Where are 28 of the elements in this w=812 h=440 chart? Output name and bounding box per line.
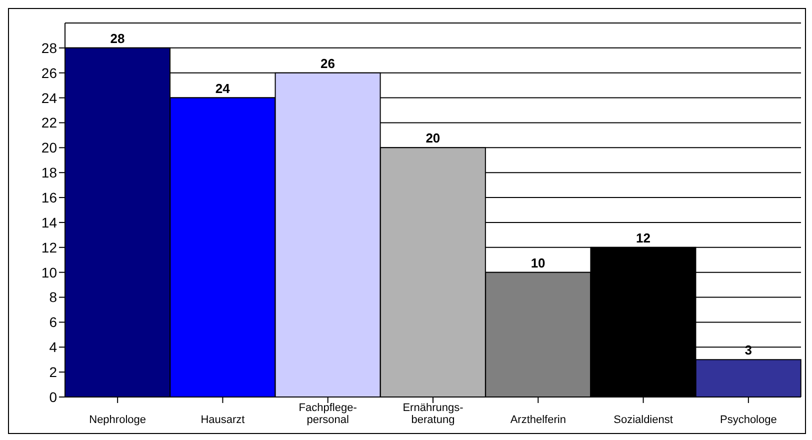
y-tick-label: 20 bbox=[41, 140, 58, 156]
y-tick-label: 2 bbox=[49, 364, 58, 380]
x-tick-label: Fachpflege-personal bbox=[298, 402, 358, 426]
x-tick-label: Nephrologe bbox=[89, 414, 146, 426]
x-tick-label: Hausarzt bbox=[200, 414, 245, 426]
data-label: 26 bbox=[320, 56, 336, 71]
data-label: 10 bbox=[530, 255, 546, 270]
y-tick-label: 18 bbox=[41, 164, 58, 181]
y-tick-label: 28 bbox=[41, 40, 58, 56]
y-tick-label: 14 bbox=[41, 214, 58, 230]
y-tick-label: 12 bbox=[41, 239, 58, 256]
data-label: 12 bbox=[636, 230, 650, 246]
x-tick-label: Arzthelferin bbox=[510, 414, 566, 426]
x-tick-label: Ernährungs-beratung bbox=[402, 402, 464, 426]
data-label: 28 bbox=[110, 30, 125, 46]
y-tick-label: 6 bbox=[49, 314, 58, 330]
x-tick-label: Psychologe bbox=[720, 414, 777, 426]
data-label: 20 bbox=[426, 130, 440, 146]
y-tick-label: 26 bbox=[41, 64, 58, 81]
y-tick-label: 24 bbox=[41, 90, 58, 106]
y-tick-label: 16 bbox=[41, 190, 58, 206]
y-tick-label: 4 bbox=[49, 339, 58, 356]
y-tick-label: 8 bbox=[49, 289, 58, 306]
y-tick-label: 10 bbox=[41, 264, 58, 280]
x-tick-label: Sozialdienst bbox=[614, 414, 673, 426]
y-tick-label: 0 bbox=[49, 388, 58, 405]
data-label: 24 bbox=[215, 80, 231, 96]
y-tick-label: 22 bbox=[41, 114, 58, 131]
